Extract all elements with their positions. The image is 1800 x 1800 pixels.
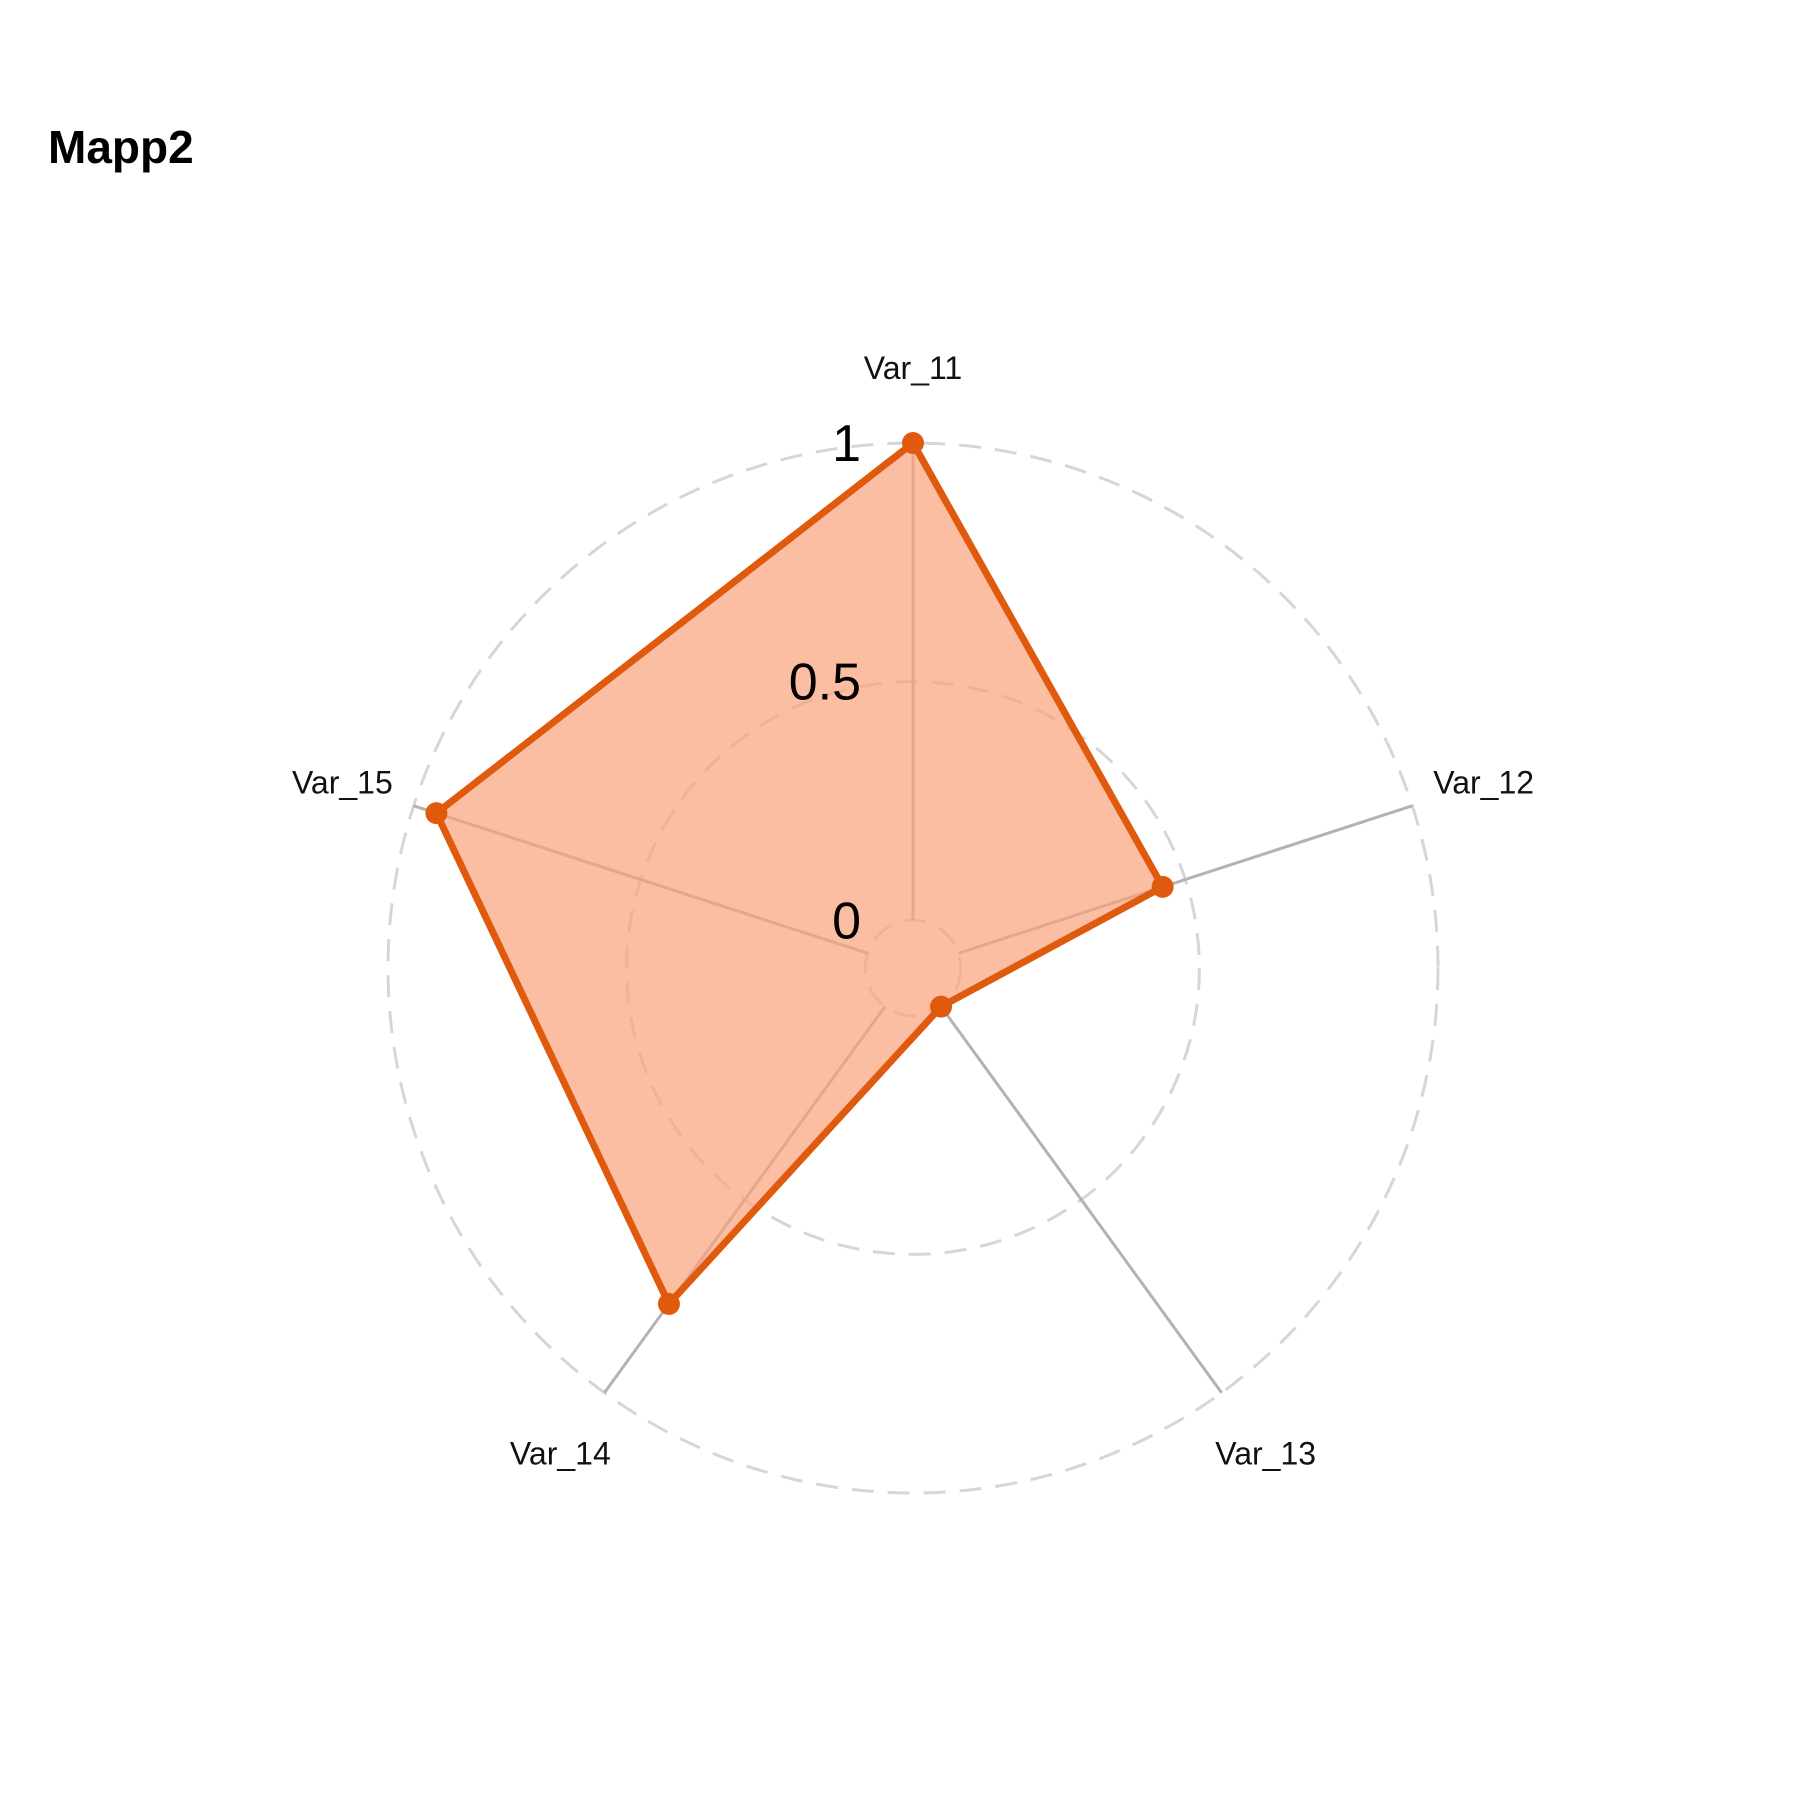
data-point-var-15 (425, 802, 448, 825)
ring-label-0-5: 0.5 (789, 654, 861, 712)
axis-label-var-15: Var_15 (292, 765, 393, 801)
axis-label-var-11: Var_11 (864, 350, 962, 386)
labels: Var_11 Var_12 Var_13 Var_14 Var_15 0 0.5 1 (292, 350, 1534, 1471)
chart-title: Mapp2 (48, 121, 194, 173)
data-point-var-12 (1151, 875, 1174, 898)
ring-label-0: 0 (832, 892, 861, 950)
ring-label-1: 1 (832, 415, 861, 473)
data-point-var-14 (657, 1292, 680, 1315)
spoke-var-13 (939, 1005, 1223, 1394)
series (425, 432, 1174, 1315)
data-point-var-13 (930, 995, 953, 1018)
axis-label-var-14: Var_14 (510, 1435, 611, 1471)
axis-label-var-13: Var_13 (1215, 1435, 1316, 1471)
axis-label-var-12: Var_12 (1433, 765, 1534, 801)
series-area (432, 439, 1167, 1308)
data-point-var-11 (902, 432, 924, 454)
grid-ring-1 (386, 441, 1440, 1495)
